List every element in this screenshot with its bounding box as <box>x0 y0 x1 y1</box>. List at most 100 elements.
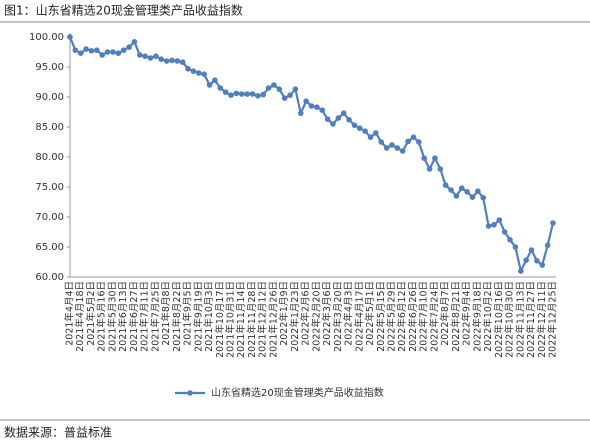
x-tick-label: 2021年5月2日 <box>85 281 97 346</box>
x-tick-label: 2021年8月22日 <box>171 281 183 352</box>
point <box>77 50 84 56</box>
y-tick-label: 60.00 <box>35 272 64 283</box>
x-tick-label: 2022年2月20日 <box>310 281 322 352</box>
point <box>426 166 433 172</box>
point <box>153 53 159 59</box>
point <box>518 268 524 274</box>
point <box>265 85 272 91</box>
point <box>228 92 234 98</box>
point <box>394 145 401 151</box>
x-tick-label: 2021年10月31日 <box>225 281 237 358</box>
point <box>126 44 132 50</box>
point <box>340 110 347 116</box>
point <box>206 82 213 88</box>
x-tick-label: 2022年9月18日 <box>471 281 483 352</box>
point <box>475 188 481 194</box>
x-tick-label: 2021年7月11日 <box>139 281 151 352</box>
point <box>255 93 261 99</box>
point <box>319 107 326 113</box>
point <box>233 90 240 97</box>
point <box>491 222 497 228</box>
x-tick-label: 2022年6月12日 <box>396 281 408 352</box>
point <box>142 53 148 59</box>
point <box>297 110 304 116</box>
point <box>389 142 395 148</box>
point <box>276 86 283 92</box>
point <box>314 104 320 110</box>
y-tick-label: 70.00 <box>35 212 64 223</box>
x-tick-label: 2022年12月11日 <box>536 281 548 358</box>
point <box>346 117 352 123</box>
point <box>378 139 385 145</box>
x-tick-label: 2022年8月7日 <box>439 281 451 346</box>
point <box>480 195 487 201</box>
point <box>432 155 438 161</box>
x-tick-label: 2022年6月26日 <box>407 281 419 352</box>
point <box>88 48 95 54</box>
x-tick-label: 2022年9月4日 <box>461 281 473 346</box>
x-tick-label: 2021年4月4日 <box>64 281 76 346</box>
point <box>158 56 165 62</box>
x-tick-label: 2022年5月15日 <box>375 281 387 352</box>
x-tick-label: 2022年4月3日 <box>343 281 355 346</box>
x-tick-label: 2021年10月3日 <box>203 281 215 352</box>
point <box>523 257 529 264</box>
point <box>174 58 181 64</box>
point <box>115 50 122 56</box>
point <box>244 91 250 97</box>
x-tick-label: 2022年1月23日 <box>289 281 301 352</box>
point <box>464 189 470 195</box>
point <box>249 91 256 97</box>
x-tick-label: 2022年5月1日 <box>364 281 376 346</box>
legend-label: 山东省精选20现金管理类产品收益指数 <box>211 386 384 399</box>
x-tick-label: 2022年11月13日 <box>514 281 526 358</box>
x-tick-label: 2021年4月18日 <box>74 281 86 352</box>
x-tick-label: 2022年10月2日 <box>482 281 494 352</box>
y-tick-label: 85.00 <box>35 122 64 133</box>
point <box>448 187 454 193</box>
point <box>550 220 556 226</box>
point <box>238 91 245 97</box>
x-tick-label: 2022年11月27日 <box>525 281 537 358</box>
x-tick-label: 2021年6月13日 <box>117 281 129 352</box>
y-tick-label: 95.00 <box>35 62 64 73</box>
point <box>222 89 229 95</box>
point <box>271 82 277 88</box>
point <box>469 194 476 200</box>
point <box>120 47 127 53</box>
x-tick-label: 2021年5月30日 <box>106 281 118 352</box>
x-tick-label: 2021年11月28日 <box>246 281 258 358</box>
point <box>534 258 540 264</box>
x-tick-label: 2021年7月25日 <box>149 281 161 352</box>
y-tick-label: 75.00 <box>35 182 64 193</box>
x-tick-label: 2021年9月19日 <box>192 281 204 352</box>
point <box>136 52 143 58</box>
point <box>485 223 492 229</box>
point <box>383 145 390 151</box>
point <box>373 130 379 136</box>
x-tick-label: 2021年12月26日 <box>267 281 279 358</box>
x-tick-label: 2022年5月29日 <box>386 281 398 352</box>
x-tick-label: 2022年3月6日 <box>321 281 333 346</box>
chart-title: 图1：山东省精选20现金管理类产品收益指数 <box>4 3 243 18</box>
x-tick-label: 2022年12月25日 <box>547 281 559 358</box>
source: 数据来源：普益标准 <box>4 425 112 440</box>
point <box>324 116 331 122</box>
x-tick-label: 2022年10月30日 <box>504 281 516 358</box>
point <box>437 166 444 172</box>
point <box>212 77 218 83</box>
y-tick-label: 90.00 <box>35 92 64 103</box>
point <box>147 55 154 61</box>
x-tick-label: 2021年5月16日 <box>96 281 108 352</box>
x-tick-label: 2022年7月10日 <box>418 281 430 352</box>
point <box>190 68 197 74</box>
point <box>367 134 374 140</box>
point <box>512 244 519 250</box>
point <box>260 91 267 98</box>
point <box>99 52 105 58</box>
x-tick-label: 2022年10月16日 <box>493 281 505 358</box>
y-tick-label: 100.00 <box>29 32 64 43</box>
x-tick-label: 2022年2月6日 <box>300 281 312 346</box>
point <box>281 95 288 101</box>
